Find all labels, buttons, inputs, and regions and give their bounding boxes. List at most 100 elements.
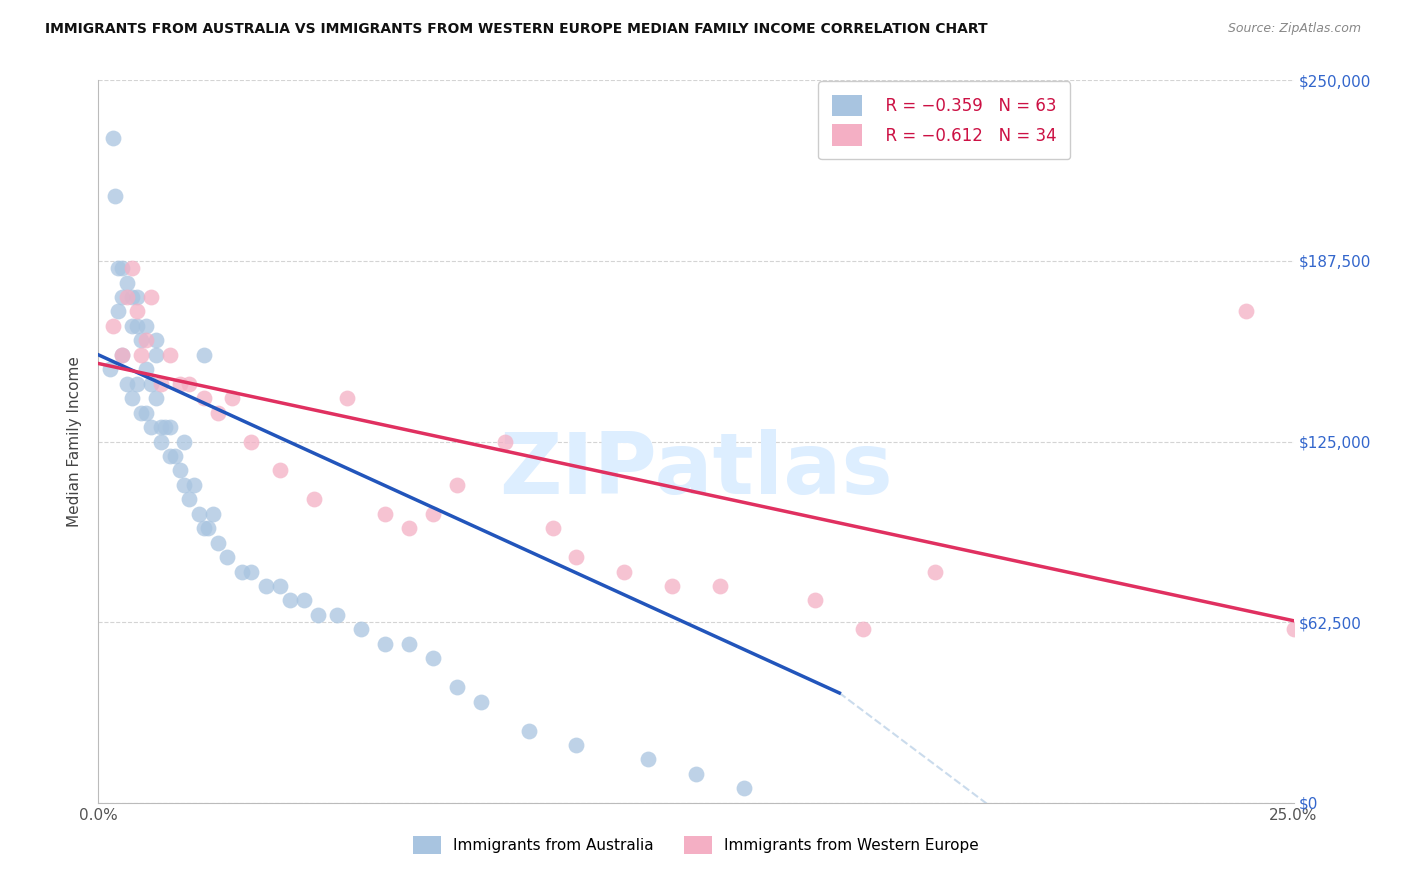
Point	[240, 434, 263, 449]
Point	[155, 420, 177, 434]
Point	[221, 391, 243, 405]
Point	[179, 492, 201, 507]
Point	[231, 565, 253, 579]
Point	[1282, 623, 1305, 637]
Point	[159, 348, 181, 362]
Point	[193, 348, 215, 362]
Point	[852, 623, 875, 637]
Point	[183, 478, 205, 492]
Point	[374, 507, 396, 521]
Point	[193, 521, 215, 535]
Point	[207, 535, 229, 549]
Point	[169, 463, 191, 477]
Point	[107, 304, 129, 318]
Point	[115, 376, 138, 391]
Y-axis label: Median Family Income: Median Family Income	[67, 356, 83, 527]
Point	[278, 593, 301, 607]
Point	[115, 276, 138, 290]
Point	[637, 752, 659, 766]
Point	[139, 290, 162, 304]
Point	[135, 362, 157, 376]
Point	[709, 579, 731, 593]
Point	[101, 318, 124, 333]
Point	[446, 680, 468, 694]
Point	[685, 767, 707, 781]
Point	[125, 376, 148, 391]
Text: Source: ZipAtlas.com: Source: ZipAtlas.com	[1227, 22, 1361, 36]
Point	[217, 550, 239, 565]
Point	[193, 391, 215, 405]
Point	[149, 376, 172, 391]
Point	[121, 261, 143, 276]
Point	[173, 478, 195, 492]
Point	[292, 593, 315, 607]
Point	[422, 651, 444, 665]
Point	[307, 607, 329, 622]
Point	[398, 521, 420, 535]
Point	[661, 579, 683, 593]
Point	[115, 290, 138, 304]
Point	[326, 607, 349, 622]
Point	[121, 391, 143, 405]
Point	[139, 420, 162, 434]
Point	[159, 420, 181, 434]
Point	[470, 695, 492, 709]
Point	[446, 478, 468, 492]
Point	[145, 348, 167, 362]
Point	[350, 623, 373, 637]
Point	[149, 434, 172, 449]
Point	[121, 290, 143, 304]
Point	[924, 565, 946, 579]
Point	[494, 434, 516, 449]
Legend: Immigrants from Australia, Immigrants from Western Europe: Immigrants from Australia, Immigrants fr…	[408, 830, 984, 860]
Point	[374, 637, 396, 651]
Point	[197, 521, 219, 535]
Point	[101, 131, 124, 145]
Point	[131, 348, 153, 362]
Point	[269, 463, 291, 477]
Point	[163, 449, 186, 463]
Point	[107, 261, 129, 276]
Point	[125, 318, 148, 333]
Point	[121, 318, 143, 333]
Point	[336, 391, 359, 405]
Point	[98, 362, 122, 376]
Point	[159, 449, 181, 463]
Point	[804, 593, 827, 607]
Point	[254, 579, 277, 593]
Point	[565, 738, 588, 752]
Point	[302, 492, 325, 507]
Point	[398, 637, 420, 651]
Point	[135, 406, 157, 420]
Point	[733, 781, 755, 796]
Point	[111, 348, 134, 362]
Point	[169, 376, 191, 391]
Point	[111, 290, 134, 304]
Point	[139, 376, 162, 391]
Text: ZIPatlas: ZIPatlas	[499, 429, 893, 512]
Point	[104, 189, 127, 203]
Point	[207, 406, 229, 420]
Point	[240, 565, 263, 579]
Point	[125, 290, 148, 304]
Text: IMMIGRANTS FROM AUSTRALIA VS IMMIGRANTS FROM WESTERN EUROPE MEDIAN FAMILY INCOME: IMMIGRANTS FROM AUSTRALIA VS IMMIGRANTS …	[45, 22, 987, 37]
Point	[111, 261, 134, 276]
Point	[187, 507, 209, 521]
Point	[149, 420, 172, 434]
Point	[145, 391, 167, 405]
Point	[202, 507, 225, 521]
Point	[179, 376, 201, 391]
Point	[173, 434, 195, 449]
Point	[131, 406, 153, 420]
Point	[269, 579, 291, 593]
Point	[613, 565, 636, 579]
Point	[125, 304, 148, 318]
Point	[565, 550, 588, 565]
Point	[145, 334, 167, 348]
Point	[1234, 304, 1257, 318]
Point	[135, 318, 157, 333]
Point	[517, 723, 540, 738]
Point	[422, 507, 444, 521]
Point	[131, 334, 153, 348]
Point	[111, 348, 134, 362]
